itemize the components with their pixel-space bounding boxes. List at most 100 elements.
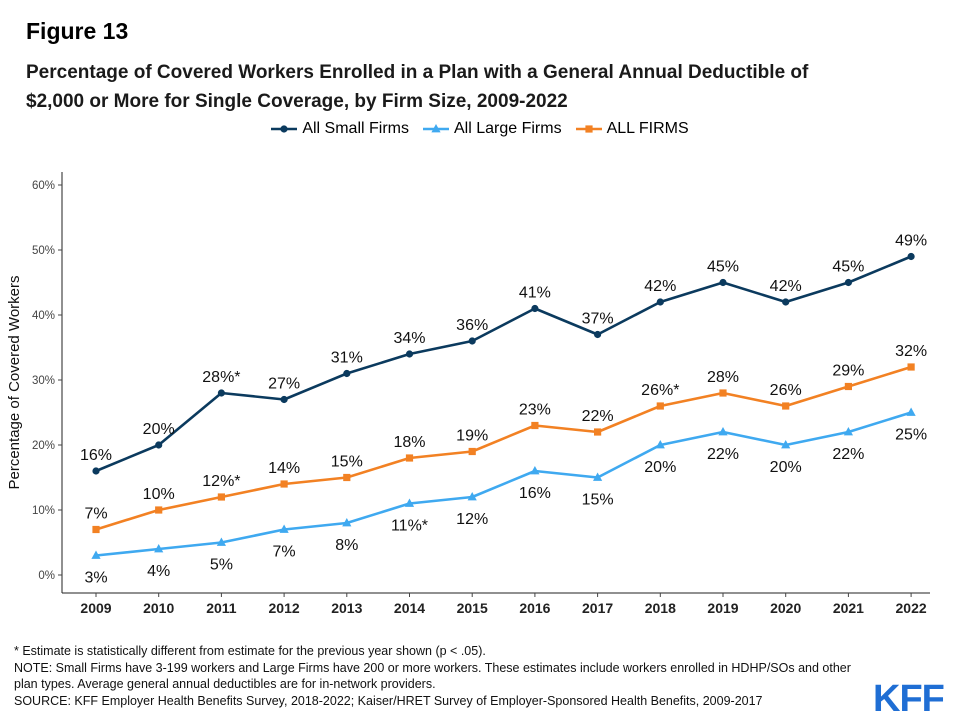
data-label-all-large-firms: 11%* [391, 518, 428, 535]
data-point-all-firms [92, 525, 100, 534]
x-tick-label: 2020 [770, 600, 801, 616]
data-point-all-firms [155, 506, 163, 514]
data-label-all-large-firms: 16% [519, 485, 551, 502]
data-point-all-large-firms [781, 440, 791, 449]
data-label-all-small-firms: 20% [143, 421, 175, 438]
x-tick-label: 2022 [896, 600, 927, 616]
data-label-all-small-firms: 42% [644, 278, 676, 295]
data-point-all-small-firms [343, 369, 351, 378]
data-label-all-firms: 26% [770, 382, 802, 399]
legend-swatch-all-large-firms [423, 124, 449, 133]
footnote-note: NOTE: Small Firms have 3-199 workers and… [14, 660, 851, 692]
chart-legend: All Small Firms All Large Firms ALL FIRMS [0, 120, 960, 141]
data-label-all-firms: 32% [895, 343, 927, 360]
x-tick-label: 2010 [143, 600, 174, 616]
data-label-all-large-firms: 15% [582, 492, 614, 509]
chart-title: Percentage of Covered Workers Enrolled i… [26, 58, 886, 116]
data-point-all-large-firms [593, 472, 603, 481]
data-label-all-large-firms: 22% [832, 446, 864, 463]
x-tick-label: 2021 [833, 600, 864, 616]
x-tick-label: 2017 [582, 600, 613, 616]
legend-item-all-large-firms: All Large Firms [423, 120, 562, 138]
data-label-all-small-firms: 36% [456, 317, 488, 334]
legend-label-all-small-firms: All Small Firms [302, 120, 409, 137]
data-point-all-small-firms [280, 395, 288, 404]
chart-title-line-2: $2,000 or More for Single Coverage, by F… [26, 91, 568, 112]
data-label-all-large-firms: 3% [84, 570, 107, 587]
data-label-all-large-firms: 5% [210, 557, 233, 574]
data-point-all-small-firms [155, 441, 163, 449]
data-point-all-firms [594, 428, 602, 436]
data-point-all-large-firms [279, 524, 289, 533]
data-point-all-small-firms [656, 298, 664, 306]
x-tick-label: 2016 [519, 600, 550, 616]
x-tick-label: 2019 [707, 600, 738, 616]
y-tick-label: 0% [38, 570, 55, 582]
data-point-all-large-firms [216, 537, 226, 546]
data-point-all-large-firms [530, 466, 540, 475]
legend-swatch-all-firms [575, 125, 602, 133]
data-point-all-firms [280, 480, 288, 488]
data-point-all-firms [907, 363, 915, 371]
data-point-all-small-firms [782, 298, 790, 306]
line-chart: 0% 10% 20% 30% 40% 50% 60% 2009 2010 2011 2012 2013… [6, 172, 930, 616]
chart-title-line-1: Percentage of Covered Workers Enrolled i… [26, 62, 809, 83]
y-tick-label: 40% [32, 310, 55, 322]
data-point-all-firms [531, 421, 539, 430]
data-label-all-firms: 15% [331, 454, 363, 471]
data-label-all-firms: 14% [268, 460, 300, 477]
data-point-all-firms [468, 447, 476, 456]
y-axis-title: Percentage of Covered Workers [6, 276, 23, 490]
data-point-all-firms [656, 402, 664, 410]
legend-label-all-large-firms: All Large Firms [454, 120, 562, 137]
data-label-all-small-firms: 37% [582, 311, 614, 328]
kff-logo: KFF [873, 678, 945, 720]
data-label-all-small-firms: 27% [268, 376, 300, 393]
data-point-all-small-firms [405, 350, 414, 358]
x-tick-label: 2018 [645, 600, 676, 616]
data-label-all-small-firms: 31% [331, 350, 363, 367]
x-tick-label: 2012 [269, 600, 300, 616]
data-label-all-large-firms: 4% [147, 563, 170, 580]
data-point-all-large-firms [906, 407, 916, 416]
data-point-all-large-firms [154, 544, 164, 553]
data-point-all-firms [719, 389, 727, 397]
data-label-all-firms: 10% [143, 486, 175, 503]
footnotes: * Estimate is statistically different fr… [14, 643, 864, 709]
data-label-all-firms: 26%* [641, 382, 679, 399]
data-label-all-large-firms: 20% [770, 459, 802, 476]
series-line-all-firms [95, 365, 912, 531]
x-tick-label: 2013 [331, 600, 362, 616]
y-tick-label: 20% [32, 440, 55, 452]
data-point-all-large-firms [843, 427, 853, 436]
x-tick-label: 2011 [206, 600, 237, 616]
data-label-all-small-firms: 45% [832, 259, 864, 276]
y-tick-label: 10% [32, 505, 55, 517]
y-tick-label: 30% [32, 375, 55, 387]
data-point-all-firms [782, 402, 790, 410]
data-label-all-small-firms: 49% [895, 233, 927, 250]
data-point-all-firms [844, 382, 852, 391]
y-tick-label: 60% [32, 180, 55, 192]
x-tick-label: 2015 [457, 600, 488, 616]
data-label-all-firms: 19% [456, 428, 488, 445]
data-point-all-small-firms [92, 467, 100, 475]
data-point-all-firms [217, 493, 225, 501]
data-label-all-small-firms: 34% [393, 330, 425, 347]
data-point-all-small-firms [531, 304, 539, 313]
figure-label: Figure 13 [26, 18, 129, 44]
data-point-all-small-firms [844, 278, 853, 287]
data-label-all-large-firms: 20% [644, 459, 676, 476]
data-point-all-small-firms [907, 252, 915, 261]
footnote-significance: * Estimate is statistically different fr… [14, 644, 486, 658]
x-tick-label: 2009 [80, 600, 111, 616]
data-label-all-small-firms: 42% [770, 278, 802, 295]
data-label-all-small-firms: 28%* [202, 369, 240, 386]
data-point-all-large-firms [342, 518, 352, 527]
footnote-source: SOURCE: KFF Employer Health Benefits Sur… [14, 693, 763, 708]
data-point-all-large-firms [404, 498, 415, 507]
data-label-all-firms: 7% [84, 506, 107, 523]
data-label-all-small-firms: 16% [80, 447, 112, 464]
legend-swatch-all-small-firms [271, 125, 298, 133]
data-label-all-firms: 29% [832, 363, 864, 380]
